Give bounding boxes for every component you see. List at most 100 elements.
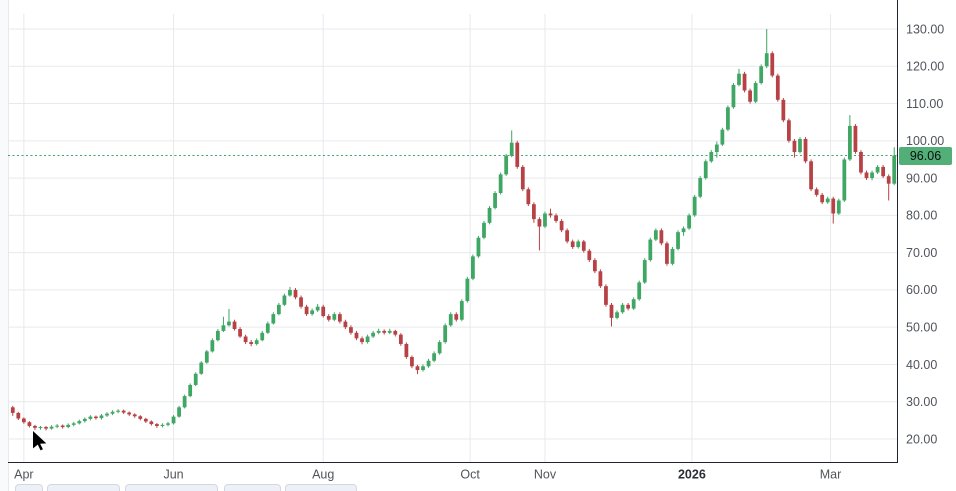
toolbar-button-1[interactable] (15, 484, 43, 491)
candle-body (349, 327, 353, 333)
candle-body (820, 194, 825, 203)
candle-body (271, 314, 276, 324)
time-axis-label: Jun (163, 468, 183, 482)
candle-body (520, 166, 525, 190)
candle-body (787, 120, 791, 141)
toolbar-button-4[interactable] (224, 484, 281, 491)
candle-body (21, 418, 26, 423)
candle-body (792, 140, 797, 152)
candle-body (193, 373, 198, 385)
candle-body (326, 316, 331, 320)
candle-body (726, 107, 730, 130)
candle-body (404, 343, 409, 357)
candle-body (670, 248, 675, 264)
candle-body (149, 421, 154, 425)
candle-body (554, 215, 558, 221)
candle-body (127, 412, 132, 415)
candle-body (376, 330, 381, 333)
toolbar-button-2[interactable] (47, 484, 120, 491)
candle-body (531, 204, 536, 220)
candle-body (587, 250, 592, 261)
candle-body (337, 314, 342, 322)
candle-body (609, 304, 614, 318)
candle-body (204, 351, 209, 363)
time-axis-label: Mar (820, 468, 842, 482)
candle-body (199, 362, 204, 374)
candle-body (354, 332, 359, 339)
price-axis-label: 100.00 (906, 134, 944, 148)
price-axis-label: 40.00 (906, 358, 937, 372)
candle-body (648, 239, 653, 261)
candle-body (77, 421, 82, 424)
candle-body (166, 423, 170, 425)
candle-body (60, 425, 65, 428)
price-axis-label: 130.00 (906, 22, 944, 36)
candle-body (82, 418, 87, 422)
candle-body (33, 425, 37, 428)
candle-body (432, 353, 436, 361)
candle-body (886, 176, 891, 184)
candle-body (365, 336, 370, 343)
candle-body (665, 243, 669, 264)
candle-body (714, 144, 719, 152)
candle-body (548, 213, 553, 216)
candle-body (592, 260, 597, 272)
candle-body (426, 360, 431, 367)
candle-body (443, 325, 448, 343)
candle-body (692, 196, 697, 216)
toolbar-button-5[interactable] (285, 484, 357, 491)
candle-body (526, 189, 531, 205)
candle-body (310, 310, 315, 315)
candle-body (498, 174, 503, 193)
candle-body (676, 232, 680, 249)
candle-body (360, 338, 364, 343)
candle-body (798, 138, 802, 152)
time-axis-label: Nov (534, 468, 557, 482)
candle-body (66, 424, 71, 428)
candle-body (182, 396, 187, 408)
candle-body (177, 407, 181, 417)
candle-body (216, 330, 220, 341)
candle-body (598, 271, 603, 287)
candle-body (748, 90, 752, 102)
toolbar-button-3[interactable] (125, 484, 218, 491)
candle-body (282, 295, 287, 305)
candle-body (371, 332, 376, 337)
candle-body (321, 306, 326, 316)
candle-body (515, 142, 520, 167)
candle-body (138, 416, 143, 419)
candle-body (16, 412, 21, 419)
candle-body (88, 416, 93, 419)
candle-body (775, 75, 780, 100)
candle-body (620, 304, 625, 313)
candle-body (171, 416, 176, 424)
candle-body (465, 278, 470, 302)
current-price-tag: 96.06 (899, 146, 952, 165)
candle-body (565, 230, 570, 242)
price-axis-label: 20.00 (906, 432, 937, 446)
candle-body (537, 219, 542, 227)
candle-body (559, 220, 564, 231)
time-axis-label: 2026 (678, 468, 706, 482)
candle-body (637, 282, 642, 300)
candle-body (482, 222, 486, 238)
candle-body (803, 138, 808, 162)
price-axis-label: 70.00 (906, 246, 937, 260)
candle-body (847, 125, 852, 160)
candle-body (332, 314, 337, 320)
candle-body (681, 228, 686, 233)
candle-body (859, 152, 863, 173)
candle-body (276, 304, 281, 315)
candle-body (881, 166, 886, 177)
candle-body (759, 66, 764, 84)
candle-body (10, 407, 15, 413)
candle-body (343, 321, 348, 328)
candle-body (576, 241, 581, 248)
candle-body (626, 304, 631, 309)
candle-body (227, 321, 231, 326)
candle-body (415, 366, 420, 371)
candle-body (410, 357, 414, 367)
price-axis-label: 30.00 (906, 395, 937, 409)
